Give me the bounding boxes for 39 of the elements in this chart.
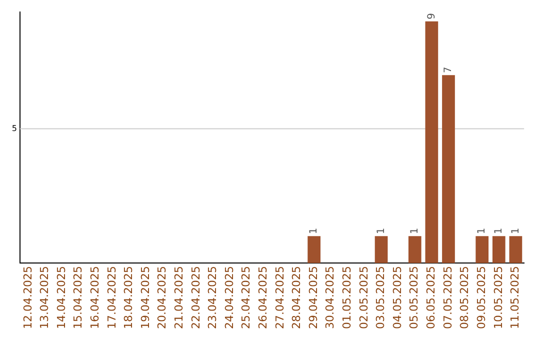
- x-tick-label: 28.04.2025: [290, 266, 304, 330]
- ref-line-label: 5: [12, 124, 17, 133]
- x-tick-label: 07.05.2025: [441, 266, 454, 330]
- x-tick-label: 19.04.2025: [138, 266, 152, 330]
- x-tick-label: 05.05.2025: [408, 266, 421, 330]
- x-tick-label: 23.04.2025: [206, 266, 220, 330]
- x-tick-label: 11.05.2025: [508, 266, 522, 330]
- data-label: 1: [409, 228, 420, 234]
- x-tick-label: 15.04.2025: [72, 266, 85, 330]
- x-tick-label: 12.04.2025: [21, 266, 34, 330]
- x-tick-label: 29.04.2025: [306, 266, 320, 330]
- x-tick-label: 16.04.2025: [88, 266, 102, 330]
- x-tick-label: 22.04.2025: [189, 266, 202, 330]
- data-label: 1: [493, 228, 504, 234]
- x-tick-label: 01.05.2025: [340, 266, 354, 330]
- x-tick-label: 21.04.2025: [172, 266, 186, 330]
- x-tick-label: 18.04.2025: [122, 266, 136, 330]
- x-tick-label: 20.04.2025: [156, 266, 169, 330]
- x-tick-label: 13.04.2025: [38, 266, 52, 330]
- x-tick-label: 04.05.2025: [390, 266, 404, 330]
- data-label: 1: [510, 228, 522, 234]
- data-label: 1: [376, 228, 387, 234]
- x-tick-label: 10.05.2025: [492, 266, 505, 330]
- x-tick-label: 26.04.2025: [256, 266, 270, 330]
- data-label: 9: [426, 13, 438, 20]
- data-label: 1: [308, 228, 320, 234]
- x-tick-label: 02.05.2025: [357, 266, 370, 330]
- x-tick-label: 14.04.2025: [54, 266, 68, 330]
- x-tick-label: 27.04.2025: [273, 266, 286, 330]
- x-tick-label: 03.05.2025: [374, 266, 388, 330]
- x-tick-label: 17.04.2025: [105, 266, 118, 330]
- data-label: 7: [443, 66, 454, 74]
- x-tick-label: 08.05.2025: [458, 266, 472, 330]
- data-label: 1: [476, 228, 488, 234]
- x-tick-label: 30.04.2025: [324, 266, 337, 330]
- x-tick-label: 09.05.2025: [474, 266, 488, 330]
- x-tick-label: 06.05.2025: [424, 266, 438, 330]
- x-tick-label: 25.04.2025: [240, 266, 253, 330]
- x-tick-label: 24.04.2025: [222, 266, 236, 330]
